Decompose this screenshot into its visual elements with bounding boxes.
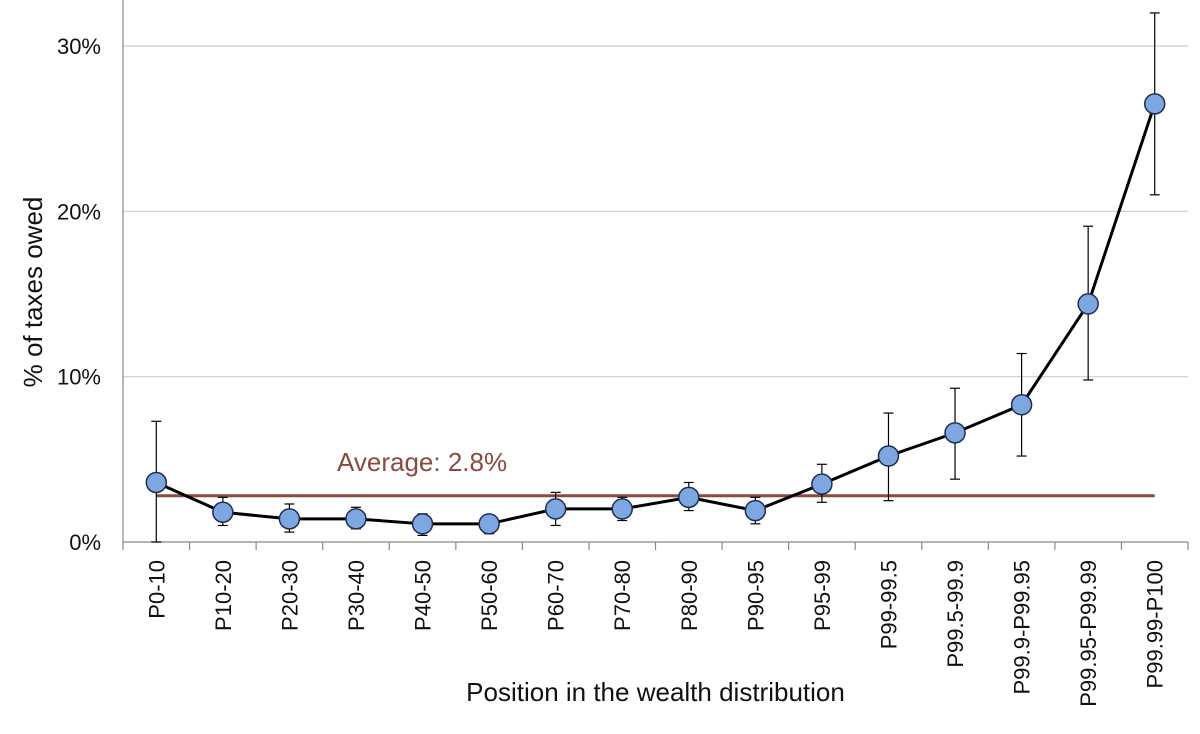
x-tick-label: P80-90: [677, 560, 702, 631]
y-tick-label: 30%: [57, 34, 101, 59]
x-tick-label: P99-99.5: [876, 560, 901, 649]
x-tick-label: P60-70: [544, 560, 569, 631]
error-bars: [151, 12, 1160, 543]
data-point: [411, 513, 434, 535]
axes: [122, 0, 1189, 550]
data-point: [345, 508, 367, 530]
x-axis-title: Position in the wealth distribution: [466, 677, 845, 707]
x-tick-label: P40-50: [411, 560, 436, 631]
data-point: [478, 513, 500, 535]
x-tick-label: P99.5-99.9: [943, 560, 968, 668]
data-point: [1143, 93, 1166, 115]
data-point: [145, 471, 168, 494]
x-tick-label: P99.9-P99.95: [1010, 560, 1035, 695]
data-point: [744, 499, 767, 522]
data-points: [145, 93, 1166, 535]
data-point: [811, 473, 833, 495]
y-tick-label: 20%: [57, 199, 101, 224]
y-tick-label: 0%: [69, 530, 101, 555]
data-point: [611, 498, 633, 520]
data-point: [1077, 293, 1099, 315]
average-label: Average: 2.8%: [337, 447, 507, 477]
data-point: [678, 486, 700, 509]
x-tick-label: P30-40: [344, 560, 369, 631]
tick-labels: 0% 10% 20% 30% P0-10 P10-20 P20-30 P30-40 P40-50…: [57, 34, 1168, 707]
y-tick-label: 10%: [57, 365, 101, 390]
x-tick-label: P0-10: [144, 560, 169, 619]
series-line: [155, 103, 1157, 526]
data-point: [544, 498, 567, 520]
x-tick-label: P20-30: [277, 560, 302, 631]
data-point: [212, 501, 234, 523]
x-tick-label: P95-99: [810, 560, 835, 631]
x-tick-label: P50-60: [477, 560, 502, 631]
data-point: [278, 508, 301, 530]
x-tick-label: P99.95-P99.99: [1076, 560, 1101, 707]
x-tick-label: P10-20: [211, 560, 236, 631]
x-tick-label: P99.99-P100: [1143, 560, 1168, 688]
y-axis-title: % of taxes owed: [18, 197, 48, 388]
x-tick-label: P70-80: [610, 560, 635, 631]
x-tick-label: P90-95: [743, 560, 768, 631]
average-reference: Average: 2.8%: [156, 447, 1155, 498]
gridlines: [123, 45, 1188, 378]
data-point: [877, 445, 900, 467]
series-polyline: [155, 103, 1157, 526]
data-point: [944, 422, 966, 444]
data-point: [1010, 394, 1033, 416]
